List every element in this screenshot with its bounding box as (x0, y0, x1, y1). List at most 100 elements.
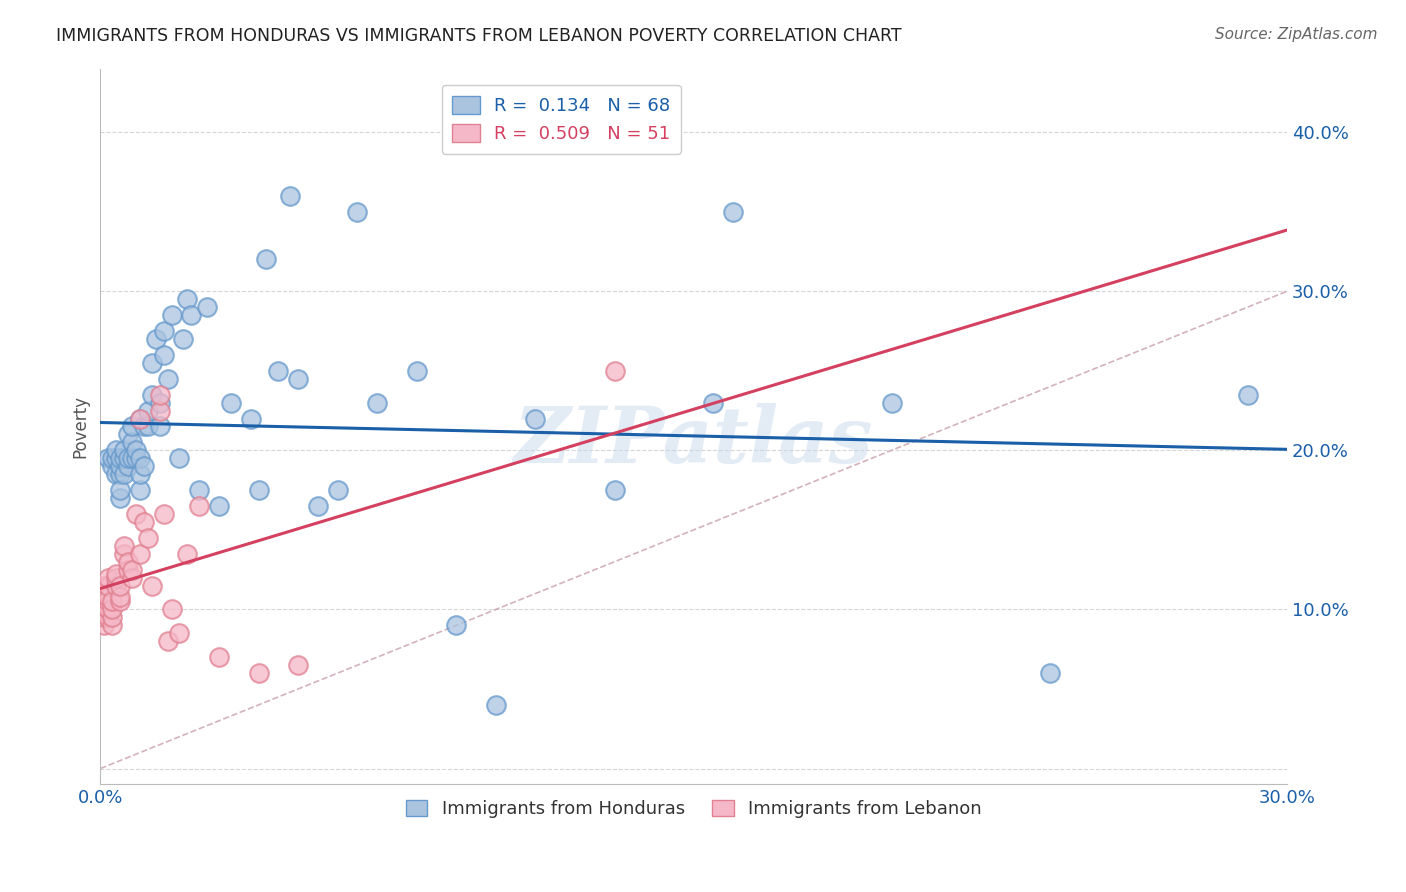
Point (105, 578, 128, 592)
Point (195, 300, 218, 314)
Point (169, 626, 191, 640)
Point (97, 602, 120, 616)
Point (307, 499, 329, 513)
Point (405, 364, 427, 378)
Point (93, 586, 115, 600)
Point (117, 555, 139, 569)
Point (267, 364, 290, 378)
Point (136, 419, 159, 434)
Point (256, 252, 278, 267)
Point (105, 567, 128, 582)
Point (149, 419, 172, 434)
Point (108, 483, 131, 497)
Point (108, 491, 131, 505)
Point (101, 451, 124, 466)
Point (93, 602, 115, 616)
Point (121, 435, 143, 450)
Point (108, 578, 131, 592)
Point (101, 610, 124, 624)
Point (152, 348, 174, 362)
Point (141, 356, 163, 370)
Point (723, 204, 745, 219)
Point (117, 459, 139, 474)
Point (97, 571, 120, 585)
Point (880, 395, 903, 409)
Text: ZIPatlas: ZIPatlas (515, 402, 873, 479)
Point (125, 507, 148, 521)
Point (108, 594, 131, 608)
Point (112, 451, 135, 466)
Point (287, 372, 309, 386)
Point (446, 618, 468, 632)
Point (136, 403, 159, 417)
Point (93, 590, 115, 604)
Point (93, 618, 115, 632)
Point (141, 578, 163, 592)
Point (129, 467, 152, 482)
Point (1236, 387, 1258, 401)
Point (125, 451, 148, 466)
Point (117, 427, 139, 442)
Point (485, 698, 508, 712)
Point (247, 483, 270, 497)
Point (108, 590, 131, 604)
Point (93, 610, 115, 624)
Point (346, 204, 368, 219)
Point (180, 308, 202, 322)
Point (278, 188, 301, 202)
Point (97, 451, 120, 466)
Legend: Immigrants from Honduras, Immigrants from Lebanon: Immigrants from Honduras, Immigrants fro… (398, 793, 988, 825)
Point (108, 459, 131, 474)
Point (208, 650, 231, 665)
Point (97, 590, 120, 604)
Text: Source: ZipAtlas.com: Source: ZipAtlas.com (1215, 27, 1378, 42)
Point (93, 602, 115, 616)
Point (188, 483, 211, 497)
Point (208, 499, 231, 513)
Point (239, 411, 262, 425)
Point (93, 583, 115, 598)
Point (93, 594, 115, 608)
Point (101, 602, 124, 616)
Point (93, 578, 115, 592)
Point (149, 387, 172, 401)
Point (603, 364, 626, 378)
Point (145, 332, 167, 346)
Point (129, 411, 152, 425)
Point (1039, 666, 1062, 681)
Point (702, 395, 724, 409)
Point (326, 483, 349, 497)
Point (129, 547, 152, 561)
Point (101, 459, 124, 474)
Point (121, 419, 143, 434)
Point (93, 586, 115, 600)
Point (524, 411, 547, 425)
Point (176, 547, 198, 561)
Point (121, 451, 143, 466)
Point (188, 499, 211, 513)
Point (219, 395, 242, 409)
Point (169, 451, 191, 466)
Point (121, 571, 143, 585)
Point (108, 451, 131, 466)
Point (112, 539, 135, 553)
Point (129, 451, 152, 466)
Y-axis label: Poverty: Poverty (72, 395, 89, 458)
Point (112, 467, 135, 482)
Point (125, 443, 148, 458)
Point (105, 451, 128, 466)
Point (141, 387, 163, 401)
Point (160, 602, 183, 616)
Point (121, 563, 143, 577)
Point (132, 459, 155, 474)
Point (132, 419, 155, 434)
Point (156, 634, 179, 648)
Point (101, 594, 124, 608)
Point (97, 602, 120, 616)
Point (105, 467, 128, 482)
Point (152, 324, 174, 338)
Point (97, 594, 120, 608)
Point (156, 372, 179, 386)
Point (247, 666, 270, 681)
Point (176, 292, 198, 306)
